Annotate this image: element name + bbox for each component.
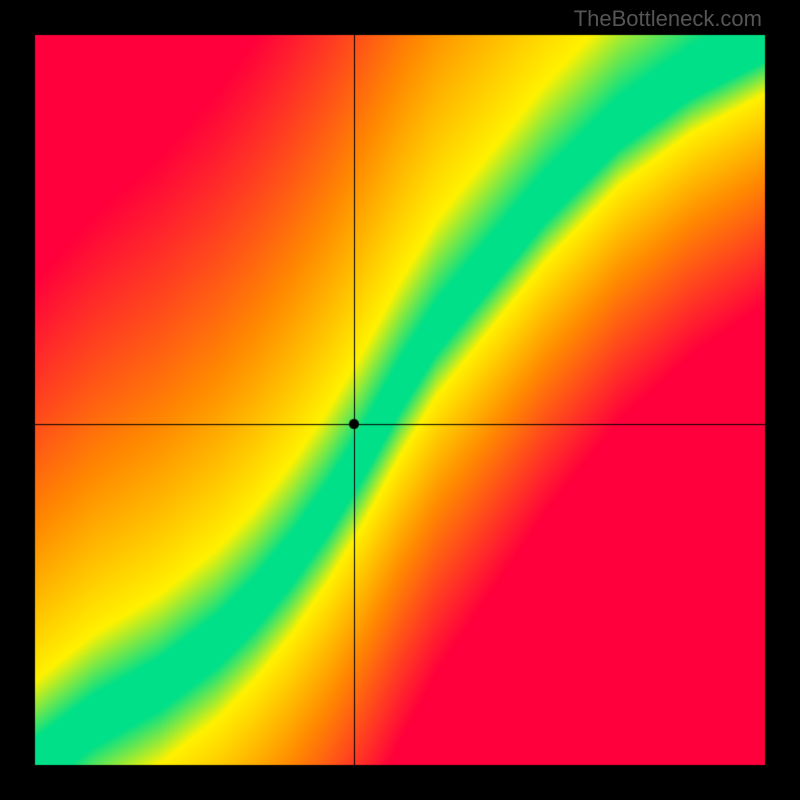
watermark-text: TheBottleneck.com — [574, 6, 762, 32]
bottleneck-heatmap — [0, 0, 800, 800]
chart-container: { "canvas": { "width": 800, "height": 80… — [0, 0, 800, 800]
